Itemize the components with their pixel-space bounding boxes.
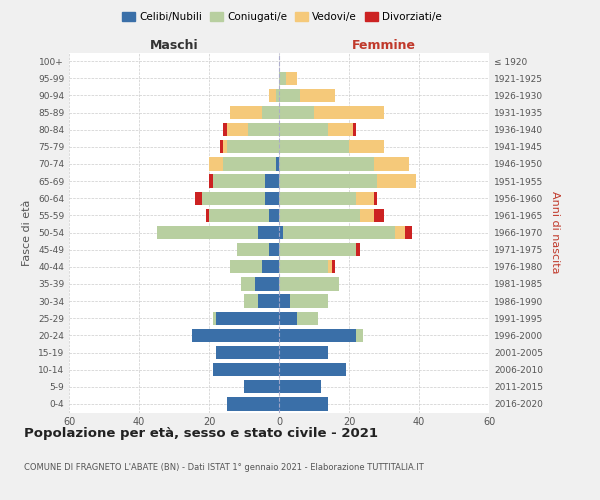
Bar xyxy=(230,106,262,119)
Bar xyxy=(258,294,279,308)
Bar xyxy=(265,192,279,205)
Bar xyxy=(275,88,279,102)
Bar xyxy=(223,140,227,153)
Bar xyxy=(258,226,279,239)
Bar xyxy=(279,106,314,119)
Bar xyxy=(230,260,262,274)
Bar xyxy=(328,123,353,136)
Bar xyxy=(279,72,286,85)
Bar xyxy=(314,106,384,119)
Bar xyxy=(279,260,328,274)
Bar xyxy=(279,226,283,239)
Bar xyxy=(205,208,209,222)
Bar xyxy=(353,123,356,136)
Bar xyxy=(356,328,363,342)
Bar xyxy=(244,294,258,308)
Bar xyxy=(279,328,356,342)
Bar xyxy=(227,397,279,410)
Bar xyxy=(349,140,384,153)
Y-axis label: Anni di nascita: Anni di nascita xyxy=(550,191,560,274)
Bar xyxy=(216,312,279,325)
Bar xyxy=(359,208,373,222)
Bar xyxy=(395,226,405,239)
Bar xyxy=(237,243,269,256)
Bar xyxy=(227,140,279,153)
Bar xyxy=(331,260,335,274)
Bar xyxy=(157,226,258,239)
Bar xyxy=(373,208,384,222)
Text: Popolazione per età, sesso e stato civile - 2021: Popolazione per età, sesso e stato civil… xyxy=(24,428,378,440)
Bar xyxy=(279,363,346,376)
Bar xyxy=(254,277,279,290)
Bar xyxy=(209,157,223,170)
Bar xyxy=(275,157,279,170)
Text: Maschi: Maschi xyxy=(149,38,199,52)
Bar xyxy=(279,88,300,102)
Bar xyxy=(248,123,279,136)
Bar xyxy=(328,260,331,274)
Bar xyxy=(209,208,269,222)
Bar xyxy=(279,397,328,410)
Text: COMUNE DI FRAGNETO L'ABATE (BN) - Dati ISTAT 1° gennaio 2021 - Elaborazione TUTT: COMUNE DI FRAGNETO L'ABATE (BN) - Dati I… xyxy=(24,462,424,471)
Bar xyxy=(279,380,321,394)
Bar xyxy=(269,243,279,256)
Bar xyxy=(279,277,338,290)
Bar xyxy=(405,226,412,239)
Bar xyxy=(283,226,395,239)
Bar xyxy=(279,294,290,308)
Bar xyxy=(262,106,279,119)
Bar xyxy=(223,123,227,136)
Bar xyxy=(286,72,296,85)
Bar xyxy=(227,123,248,136)
Bar xyxy=(212,174,265,188)
Bar xyxy=(279,157,373,170)
Bar xyxy=(290,294,328,308)
Bar xyxy=(244,380,279,394)
Bar xyxy=(377,174,415,188)
Bar xyxy=(356,243,359,256)
Bar xyxy=(223,157,275,170)
Bar xyxy=(209,174,212,188)
Bar xyxy=(356,192,373,205)
Bar xyxy=(296,312,317,325)
Bar xyxy=(373,157,409,170)
Bar xyxy=(241,277,254,290)
Bar xyxy=(300,88,335,102)
Bar xyxy=(269,88,275,102)
Bar xyxy=(279,346,328,359)
Bar xyxy=(216,346,279,359)
Bar xyxy=(279,243,356,256)
Bar xyxy=(279,192,356,205)
Bar xyxy=(195,192,202,205)
Bar xyxy=(279,123,328,136)
Bar xyxy=(265,174,279,188)
Bar xyxy=(220,140,223,153)
Bar xyxy=(191,328,279,342)
Bar xyxy=(373,192,377,205)
Bar xyxy=(202,192,265,205)
Bar xyxy=(279,140,349,153)
Bar xyxy=(269,208,279,222)
Bar xyxy=(212,363,279,376)
Bar xyxy=(279,174,377,188)
Bar xyxy=(279,312,296,325)
Bar xyxy=(212,312,216,325)
Text: Femmine: Femmine xyxy=(352,38,416,52)
Bar xyxy=(262,260,279,274)
Bar xyxy=(279,208,359,222)
Y-axis label: Fasce di età: Fasce di età xyxy=(22,200,32,266)
Legend: Celibi/Nubili, Coniugati/e, Vedovi/e, Divorziati/e: Celibi/Nubili, Coniugati/e, Vedovi/e, Di… xyxy=(118,8,446,26)
